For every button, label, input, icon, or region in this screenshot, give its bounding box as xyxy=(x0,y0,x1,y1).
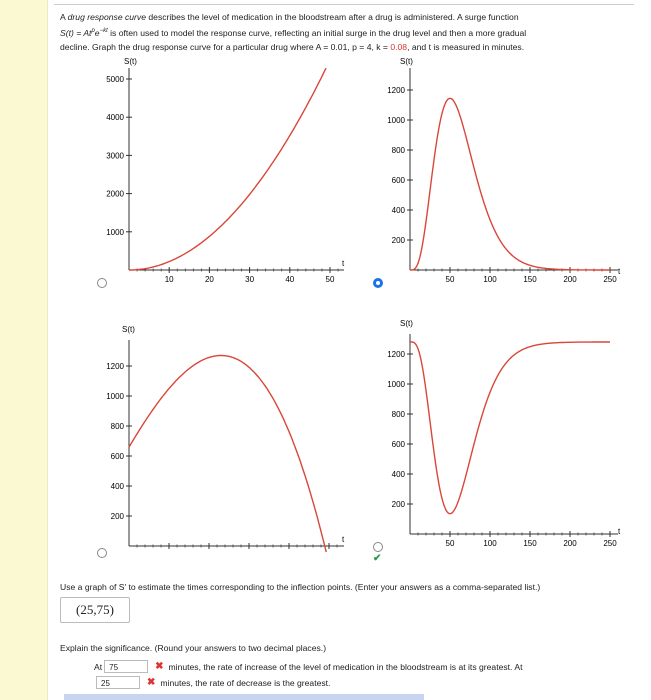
wrong-x-icon: ✖ xyxy=(147,677,156,688)
graph-a-curve xyxy=(129,67,327,271)
y-tick-label: 4000 xyxy=(106,113,124,122)
y-tick-label: 1000 xyxy=(387,116,405,125)
x-tick-label: 200 xyxy=(563,275,577,284)
answer-row-1: At 75 ✖ minutes, the rate of increase of… xyxy=(94,660,522,673)
graph-option-a[interactable]: S(t) t 1000 2000 3000 4000 5000 10 20 30 40 50 xyxy=(94,56,354,288)
row1-text: minutes, the rate of increase of the lev… xyxy=(168,661,523,672)
graph-b-x-label: t xyxy=(618,267,621,276)
x-tick-label: 250 xyxy=(322,551,336,552)
left-sidebar xyxy=(0,0,48,700)
row1-prefix: At xyxy=(94,661,103,672)
top-divider xyxy=(54,4,634,5)
graph-a-x-label: t xyxy=(342,259,345,268)
correct-check-icon: ✔ xyxy=(373,553,382,564)
graph-a-svg: S(t) t 1000 2000 3000 4000 5000 10 20 30 40 50 xyxy=(106,57,345,284)
x-tick-label: 40 xyxy=(285,275,294,284)
row2-text: minutes, the rate of decrease is the gre… xyxy=(160,677,331,688)
graph-c-x-label: t xyxy=(342,535,345,544)
x-tick-label: 30 xyxy=(245,275,254,284)
graph-option-c[interactable]: S(t) t 200 400 600 800 1000 1200 50 100 150 200 25… xyxy=(94,320,354,552)
y-tick-label: 800 xyxy=(111,422,125,431)
graph-c-svg: S(t) t 200 400 600 800 1000 1200 50 100 150 200 25… xyxy=(106,325,345,552)
x-tick-label: 150 xyxy=(523,539,537,548)
y-tick-label: 600 xyxy=(111,452,125,461)
explain-instruction: Explain the significance. (Round your an… xyxy=(60,643,327,653)
radio-graph-d[interactable] xyxy=(373,542,383,552)
radio-graph-a[interactable] xyxy=(97,278,107,288)
problem-statement: A drug response curve describes the leve… xyxy=(60,10,630,54)
graph-b-svg: S(t) t 200 400 600 800 1000 1200 50 100 150 200 25… xyxy=(387,57,621,284)
y-tick-label: 400 xyxy=(392,470,406,479)
graph-c-curve xyxy=(128,354,327,552)
x-tick-label: 100 xyxy=(202,551,216,552)
problem-line-2: S(t) = Atpe−kt is often used to model th… xyxy=(60,27,527,38)
y-tick-label: 200 xyxy=(392,236,406,245)
x-tick-label: 150 xyxy=(523,275,537,284)
answer-row-2: 25 ✖ minutes, the rate of decrease is th… xyxy=(94,676,330,689)
x-tick-label: 200 xyxy=(563,539,577,548)
y-tick-label: 1000 xyxy=(106,228,124,237)
radio-graph-b[interactable] xyxy=(373,278,383,288)
graph-b-curve xyxy=(410,97,610,271)
y-tick-label: 5000 xyxy=(106,75,124,84)
y-tick-label: 1200 xyxy=(387,86,405,95)
graph-a-y-label: S(t) xyxy=(124,57,137,66)
graph-d-x-label: t xyxy=(618,527,621,536)
question-content: A drug response curve describes the leve… xyxy=(54,0,651,700)
y-tick-label: 1200 xyxy=(387,350,405,359)
graph-option-d[interactable]: S(t) t 200 400 600 800 1000 1200 50 100 150 200 25… xyxy=(376,316,626,548)
graph-d-svg: S(t) t 200 400 600 800 1000 1200 50 100 150 200 25… xyxy=(387,319,621,548)
graph-c-y-label: S(t) xyxy=(122,325,135,334)
problem-line-1: A drug response curve describes the leve… xyxy=(60,12,519,22)
graph-b-y-label: S(t) xyxy=(400,57,413,66)
inflection-question: Use a graph of S′ to estimate the times … xyxy=(60,582,541,592)
radio-graph-c[interactable] xyxy=(97,548,107,558)
y-tick-label: 800 xyxy=(392,410,406,419)
scroll-highlight-bar xyxy=(64,694,424,700)
x-tick-label: 50 xyxy=(446,539,455,548)
x-tick-label: 50 xyxy=(446,275,455,284)
y-tick-label: 600 xyxy=(392,176,406,185)
wrong-x-icon: ✖ xyxy=(155,661,164,672)
x-tick-label: 150 xyxy=(242,551,256,552)
y-tick-label: 1000 xyxy=(387,380,405,389)
y-tick-label: 1000 xyxy=(106,392,124,401)
y-tick-label: 1200 xyxy=(106,362,124,371)
graph-d-curve xyxy=(410,341,610,515)
x-tick-label: 250 xyxy=(603,539,617,548)
greatest-decrease-time-input[interactable]: 25 xyxy=(96,676,140,689)
graph-option-b[interactable]: S(t) t 200 400 600 800 1000 1200 50 100 150 200 25… xyxy=(376,56,626,288)
x-tick-label: 20 xyxy=(205,275,214,284)
x-tick-label: 10 xyxy=(165,275,174,284)
x-tick-label: 50 xyxy=(326,275,335,284)
y-tick-label: 3000 xyxy=(106,151,124,160)
graph-d-y-label: S(t) xyxy=(400,319,413,328)
k-value: 0.08 xyxy=(390,41,408,52)
y-tick-label: 400 xyxy=(111,482,125,491)
y-tick-label: 400 xyxy=(392,206,406,215)
x-tick-label: 200 xyxy=(282,551,296,552)
y-tick-label: 600 xyxy=(392,440,406,449)
x-tick-label: 50 xyxy=(165,551,174,552)
y-tick-label: 800 xyxy=(392,146,406,155)
x-tick-label: 250 xyxy=(603,275,617,284)
drug-response-term: drug response curve xyxy=(67,12,146,22)
greatest-increase-time-input[interactable]: 75 xyxy=(104,660,149,673)
y-tick-label: 200 xyxy=(111,512,125,521)
problem-line-3: decline. Graph the drug response curve f… xyxy=(60,41,525,52)
inflection-answer-input[interactable]: (25,75) xyxy=(60,597,130,623)
y-tick-label: 200 xyxy=(392,500,406,509)
x-tick-label: 100 xyxy=(483,539,497,548)
x-tick-label: 100 xyxy=(483,275,497,284)
y-tick-label: 2000 xyxy=(106,190,124,199)
